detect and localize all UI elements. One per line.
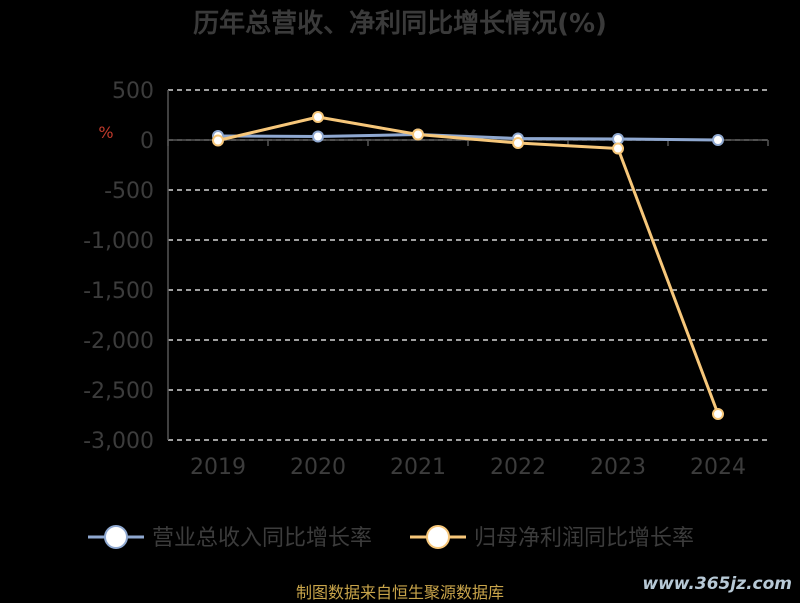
legend-marker (426, 525, 450, 549)
data-point (512, 137, 524, 149)
y-tick-label: -2,000 (83, 329, 154, 354)
legend-item-1: 营业总收入同比增长率 (88, 525, 372, 551)
x-tick-label: 2023 (590, 455, 646, 480)
data-point (712, 134, 724, 146)
x-tick-label: 2022 (490, 455, 546, 480)
series-line (217, 133, 719, 142)
watermark: www.365jz.com (642, 574, 792, 594)
x-tick-label: 2024 (690, 455, 746, 480)
source-note: 制图数据来自恒生聚源数据库 (295, 583, 504, 602)
data-point (212, 134, 224, 147)
y-unit-mark: % (98, 123, 113, 142)
legend-item-2: 归母净利润同比增长率 (410, 525, 694, 551)
y-tick-label: 0 (140, 129, 154, 154)
data-point (412, 128, 424, 141)
x-tick-label: 2020 (290, 455, 346, 480)
series-2 (212, 111, 724, 420)
legend-label: 归母净利润同比增长率 (474, 526, 694, 551)
x-tick-label: 2019 (190, 455, 246, 480)
legend-label: 营业总收入同比增长率 (152, 526, 372, 551)
y-tick-label: -1,000 (83, 229, 154, 254)
y-tick-label: -3,000 (83, 429, 154, 454)
y-tick-label: -500 (104, 179, 154, 204)
data-point (312, 111, 324, 123)
chart-title: 历年总营收、净利同比增长情况(%) (193, 8, 607, 39)
data-point (612, 142, 624, 155)
y-tick-label: 500 (112, 79, 154, 104)
x-tick-label: 2021 (390, 455, 446, 480)
data-point (712, 408, 724, 420)
series-line (217, 115, 720, 415)
y-tick-label: -2,500 (83, 379, 154, 404)
y-tick-label: -1,500 (83, 279, 154, 304)
legend-marker (104, 525, 128, 549)
data-point (312, 130, 324, 143)
